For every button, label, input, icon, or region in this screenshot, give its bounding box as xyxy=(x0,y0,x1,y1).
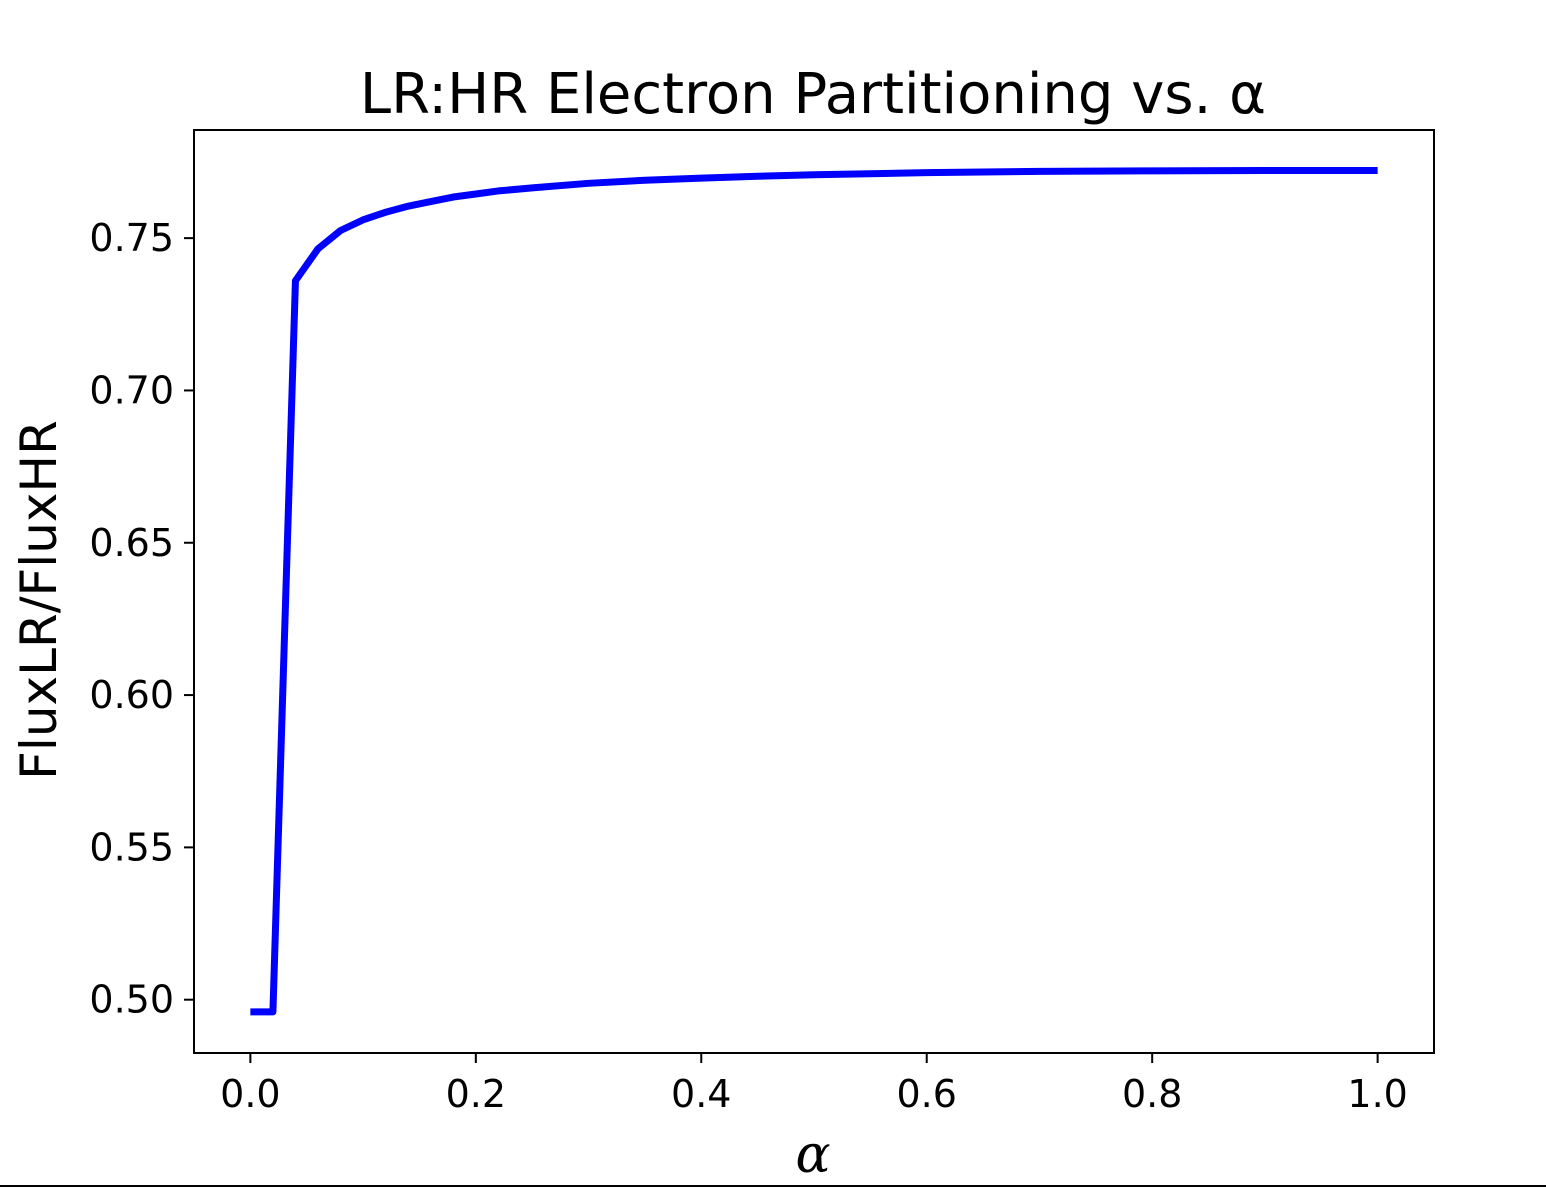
series-line-1 xyxy=(250,167,1378,1016)
y-tick-label: 0.60 xyxy=(89,673,174,717)
y-tick-label: 0.50 xyxy=(89,978,174,1022)
y-axis-label: FluxLR/FluxHR xyxy=(10,420,68,780)
y-tick-label: 0.70 xyxy=(89,368,174,412)
series-layer xyxy=(250,167,1378,1016)
x-tick-label: 0.4 xyxy=(671,1072,731,1116)
chart-title: LR:HR Electron Partitioning vs. α xyxy=(360,62,1266,127)
x-tick-label: 0.2 xyxy=(446,1072,506,1116)
x-axis-ticks: 0.0 0.2 0.4 0.6 0.8 1.0 xyxy=(220,1053,1408,1116)
x-axis-label: α xyxy=(795,1125,830,1185)
y-tick-label: 0.55 xyxy=(89,825,174,869)
x-tick-label: 1.0 xyxy=(1347,1072,1407,1116)
x-tick-label: 0.8 xyxy=(1122,1072,1182,1116)
y-axis-ticks: 0.50 0.55 0.60 0.65 0.70 0.75 xyxy=(89,216,194,1022)
plot-area-frame xyxy=(193,129,1435,1054)
y-tick-label: 0.65 xyxy=(89,521,174,565)
x-tick-label: 0.0 xyxy=(220,1072,280,1116)
x-tick-label: 0.6 xyxy=(897,1072,957,1116)
y-tick-label: 0.75 xyxy=(89,216,174,260)
